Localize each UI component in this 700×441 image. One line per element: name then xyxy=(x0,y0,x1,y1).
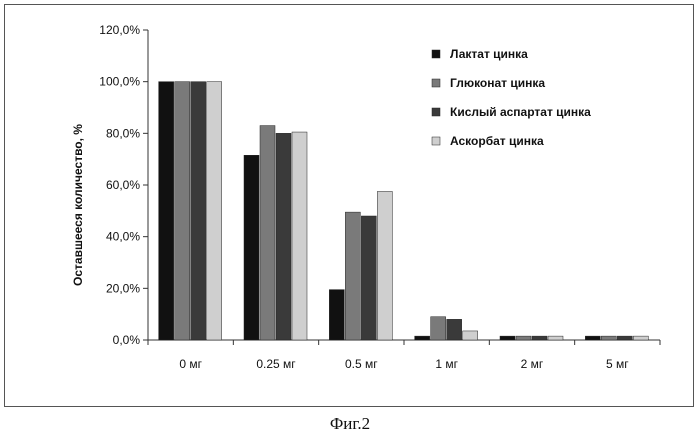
chart-legend: Лактат цинка Глюконат цинка Кислый аспарта… xyxy=(432,47,591,148)
bar xyxy=(191,82,206,340)
bar xyxy=(260,126,275,340)
legend-label: Кислый аспартат цинка xyxy=(450,105,591,119)
bar xyxy=(207,82,222,340)
y-tick-label: 80,0% xyxy=(106,126,140,140)
y-tick-label: 0,0% xyxy=(113,333,141,347)
legend-label: Аскорбат цинка xyxy=(450,134,544,148)
x-tick-label: 2 мг xyxy=(521,357,544,371)
bar xyxy=(244,155,259,340)
y-tick-label: 60,0% xyxy=(106,178,140,192)
y-tick-label: 20,0% xyxy=(106,281,140,295)
y-tick-label: 120,0% xyxy=(99,23,140,37)
legend-label: Лактат цинка xyxy=(450,47,528,61)
legend-swatch xyxy=(432,79,440,87)
chart-bars xyxy=(159,82,649,340)
figure-caption: Фиг.2 xyxy=(0,414,700,434)
bar xyxy=(633,336,648,340)
y-tick-label: 100,0% xyxy=(99,75,140,89)
bar xyxy=(548,336,563,340)
bar xyxy=(345,212,360,340)
y-axis-title: Оставшееся количество, % xyxy=(71,124,85,286)
bar xyxy=(377,191,392,340)
x-tick-label: 0 мг xyxy=(179,357,202,371)
bar xyxy=(447,319,462,340)
bar xyxy=(516,336,531,340)
x-tick-label: 0.25 мг xyxy=(256,357,296,371)
bar xyxy=(329,290,344,340)
bar xyxy=(431,317,446,340)
y-tick-label: 40,0% xyxy=(106,230,140,244)
x-tick-label: 0.5 мг xyxy=(345,357,378,371)
bar xyxy=(500,336,515,340)
legend-swatch xyxy=(432,137,440,145)
x-tick-label: 5 мг xyxy=(606,357,629,371)
bar xyxy=(463,331,478,340)
bar xyxy=(276,133,291,340)
bar xyxy=(175,82,190,340)
bar-chart: 0,0% 20,0% 40,0% 60,0% 80,0% 100,0% 120,0% 0 мг… xyxy=(0,0,700,410)
bar xyxy=(617,336,632,340)
bar xyxy=(159,82,174,340)
bar xyxy=(601,336,616,340)
bar xyxy=(415,336,430,340)
legend-swatch xyxy=(432,108,440,116)
x-tick-label: 1 мг xyxy=(435,357,458,371)
bar xyxy=(292,132,307,340)
legend-swatch xyxy=(432,50,440,58)
bar xyxy=(585,336,600,340)
legend-label: Глюконат цинка xyxy=(450,76,545,90)
bar xyxy=(532,336,547,340)
bar xyxy=(361,216,376,340)
